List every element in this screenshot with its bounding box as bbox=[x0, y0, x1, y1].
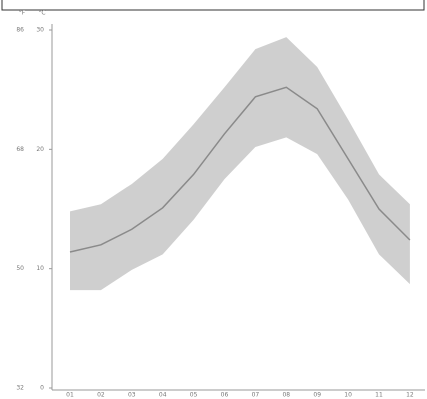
x-tick-label: 02 bbox=[97, 392, 105, 399]
x-tick-label: 04 bbox=[159, 392, 167, 399]
y-axis-label: °C bbox=[38, 10, 45, 17]
x-tick-label: 09 bbox=[313, 392, 321, 399]
y2-axis-label: °F bbox=[19, 10, 26, 17]
y-tick-label: 10 bbox=[36, 265, 44, 272]
x-tick-label: 03 bbox=[128, 392, 136, 399]
y-tick-label: 0 bbox=[40, 385, 44, 392]
y-tick-label: 20 bbox=[36, 146, 44, 153]
y2-tick-label: 50 bbox=[16, 265, 24, 272]
x-tick-label: 06 bbox=[221, 392, 229, 399]
mean-line bbox=[69, 86, 411, 253]
y2-tick-label: 32 bbox=[16, 385, 24, 392]
header-box bbox=[1, 0, 425, 11]
x-tick-label: 05 bbox=[190, 392, 198, 399]
x-tick-label: 11 bbox=[375, 392, 383, 399]
range-band bbox=[70, 37, 410, 291]
x-tick-label: 08 bbox=[282, 392, 290, 399]
y2-tick-label: 86 bbox=[16, 27, 24, 34]
x-tick-label: 10 bbox=[344, 392, 352, 399]
x-tick-label: 07 bbox=[252, 392, 260, 399]
x-tick-label: 01 bbox=[66, 392, 74, 399]
x-tick-label: 12 bbox=[406, 392, 414, 399]
y-tick-label: 30 bbox=[36, 27, 44, 34]
y2-tick-label: 68 bbox=[16, 146, 24, 153]
